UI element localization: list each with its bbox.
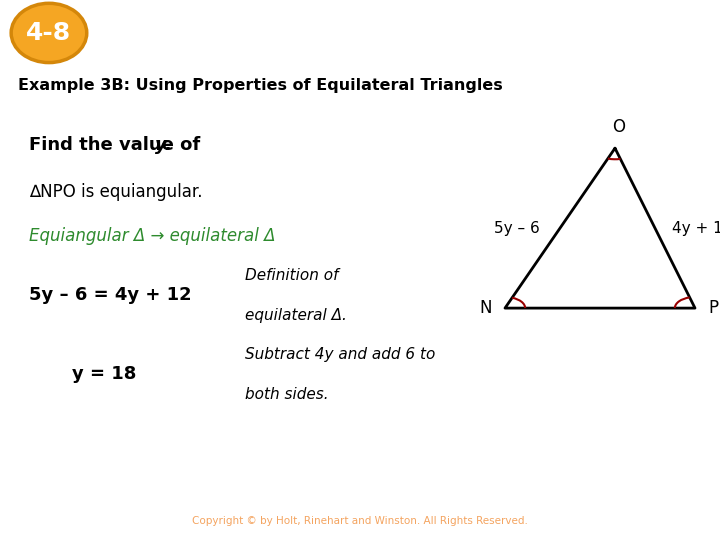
Text: ∆NPO is equiangular.: ∆NPO is equiangular. <box>29 184 202 201</box>
Text: Copyright © by Holt, Rinehart and Winston. All Rights Reserved.: Copyright © by Holt, Rinehart and Winsto… <box>192 516 528 525</box>
Text: both sides.: both sides. <box>245 387 328 402</box>
Text: O: O <box>612 118 625 136</box>
Ellipse shape <box>12 3 86 63</box>
Text: 5y – 6 = 4y + 12: 5y – 6 = 4y + 12 <box>29 286 192 305</box>
Text: y = 18: y = 18 <box>72 366 136 383</box>
Text: Holt Geometry: Holt Geometry <box>16 513 141 528</box>
Text: Isosceles and Equilateral Triangles: Isosceles and Equilateral Triangles <box>107 19 650 47</box>
Text: Subtract 4y and add 6 to: Subtract 4y and add 6 to <box>245 347 435 362</box>
Text: 4-8: 4-8 <box>27 21 71 45</box>
Text: P: P <box>708 299 718 317</box>
Text: equilateral Δ.: equilateral Δ. <box>245 308 346 322</box>
Text: y.: y. <box>155 136 172 154</box>
Text: 4y + 12: 4y + 12 <box>672 221 720 235</box>
Text: Equiangular Δ → equilateral Δ: Equiangular Δ → equilateral Δ <box>29 227 275 245</box>
Text: Find the value of: Find the value of <box>29 136 207 154</box>
Text: Example 3B: Using Properties of Equilateral Triangles: Example 3B: Using Properties of Equilate… <box>18 78 503 93</box>
Text: 5y – 6: 5y – 6 <box>494 221 540 235</box>
Text: N: N <box>480 299 492 317</box>
Text: Definition of: Definition of <box>245 268 338 283</box>
